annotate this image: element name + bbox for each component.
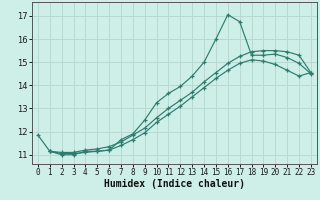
X-axis label: Humidex (Indice chaleur): Humidex (Indice chaleur)	[104, 179, 245, 189]
